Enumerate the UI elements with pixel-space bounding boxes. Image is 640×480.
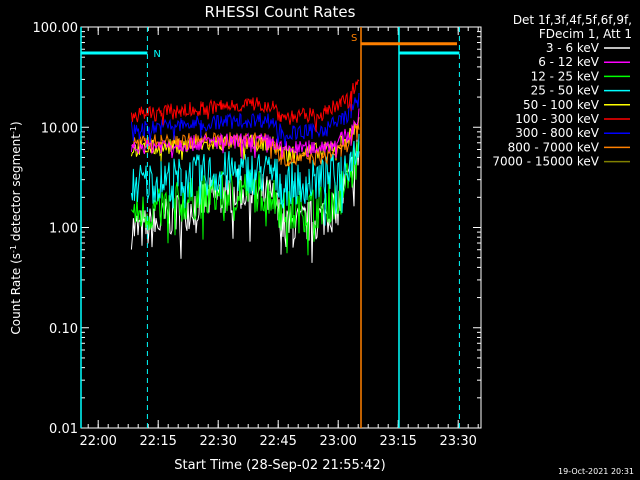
legend-label: 50 - 100 keV	[523, 98, 600, 112]
y-tick-label: 0.10	[49, 322, 78, 337]
chart-title: RHESSI Count Rates	[205, 3, 356, 21]
x-tick-label: 22:45	[259, 434, 296, 449]
legend-label: 6 - 12 keV	[538, 55, 600, 69]
series-layer	[130, 79, 360, 263]
legend-label: 12 - 25 keV	[531, 69, 600, 83]
legend-label: 7000 - 15000 keV	[492, 155, 599, 169]
attenuator-label: S	[351, 33, 357, 44]
series-line	[130, 133, 360, 226]
series-line	[130, 92, 360, 146]
legend-label: 300 - 800 keV	[515, 126, 599, 140]
attenuator-label: N	[153, 49, 160, 60]
x-tick-label: 23:30	[439, 434, 476, 449]
y-axis-label-sup: -1	[9, 126, 18, 134]
y-tick-label: 1.00	[49, 222, 78, 237]
series-line	[130, 141, 360, 256]
legend-label: 3 - 6 keV	[546, 41, 600, 55]
y-tick-label: 10.00	[41, 121, 78, 136]
x-tick-label: 23:15	[379, 434, 416, 449]
footer-timestamp: 19-Oct-2021 20:31	[558, 467, 634, 476]
y-tick-label: 0.01	[49, 422, 78, 437]
x-tick-label: 22:30	[199, 434, 236, 449]
series-line	[131, 122, 360, 168]
x-axis-label: Start Time (28-Sep-02 21:55:42)	[174, 458, 385, 473]
attenuator-markers: NS	[80, 27, 460, 428]
y-axis-label-part: Count Rate (s	[9, 253, 23, 335]
axes-frame: 0.01 0.10 1.00 10.00 100.00 22:00 22:15 22:30 22…	[33, 21, 482, 449]
legend-header-line: FDecim 1, Att 1	[539, 27, 632, 41]
legend-header-line: Det 1f,3f,4f,5f,6f,9f,	[513, 13, 632, 27]
legend-label: 25 - 50 keV	[531, 84, 600, 98]
y-axis-label-part: detector segment	[9, 134, 23, 245]
x-tick-label: 22:15	[139, 434, 176, 449]
legend: Det 1f,3f,4f,5f,6f,9f, FDecim 1, Att 1 3…	[492, 13, 632, 169]
y-tick-label: 100.00	[33, 21, 79, 36]
y-axis-label-sup: -1	[9, 245, 18, 253]
x-tick-label: 22:00	[79, 434, 116, 449]
series-line	[130, 108, 360, 160]
series-line	[130, 79, 360, 133]
y-axis-label-part: )	[9, 121, 23, 126]
legend-label: 800 - 7000 keV	[508, 140, 600, 154]
legend-label: 100 - 300 keV	[515, 112, 599, 126]
x-tick-label: 23:00	[319, 434, 356, 449]
y-axis-label: Count Rate (s-1 detector segment-1)	[9, 121, 24, 334]
